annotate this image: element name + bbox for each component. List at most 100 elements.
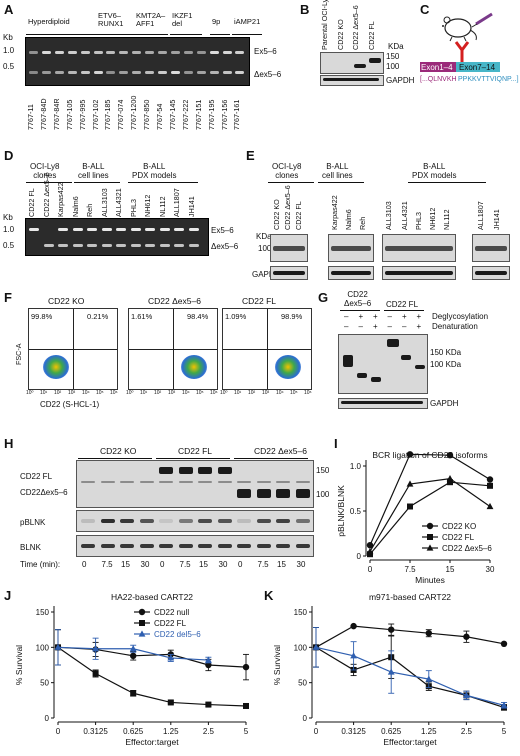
panel-g-sign: + bbox=[373, 322, 378, 331]
panel-a-band-lower bbox=[93, 71, 103, 74]
panel-d-lane-2: Karpas422 bbox=[56, 182, 65, 217]
panel-g-marker-150: 150 KDa bbox=[430, 348, 462, 357]
x-tick-label: 0 bbox=[368, 565, 373, 574]
data-point bbox=[406, 480, 414, 487]
panel-g-sign: + bbox=[358, 312, 364, 321]
panel-d-band-dex56: Δex5–6 bbox=[211, 242, 239, 251]
y-tick-label: 1.0 bbox=[350, 462, 362, 471]
panel-g-band bbox=[401, 355, 411, 360]
panel-a-group-line-5 bbox=[232, 34, 262, 35]
panel-d-band-lower bbox=[188, 244, 199, 247]
panel-f-density-cloud bbox=[275, 355, 301, 379]
legend-label: CD22 FL bbox=[154, 619, 187, 628]
panel-h-bg-band bbox=[81, 481, 95, 483]
data-point bbox=[486, 476, 494, 483]
chart-k: m971-based CART22 0 50 100 150 0 0.3125 0.625 1.… bbox=[272, 592, 508, 747]
series-2 bbox=[366, 475, 494, 555]
panel-e-lane-3: Karpas422 bbox=[330, 195, 339, 230]
panel-f-tick: 10² bbox=[154, 390, 162, 396]
panel-e-lane-9: NH612 bbox=[428, 207, 437, 230]
panel-a-band-upper bbox=[41, 51, 51, 54]
panel-a-lane-3: 7767-105 bbox=[64, 99, 74, 130]
panel-h-fl-band bbox=[159, 467, 173, 474]
legend-marker bbox=[139, 620, 145, 626]
data-point bbox=[388, 626, 395, 633]
panel-a-lane-15: 7767-156 bbox=[219, 99, 229, 130]
panel-h-blnk-band bbox=[295, 544, 310, 548]
data-point bbox=[425, 630, 432, 637]
panel-g-marker-100: 100 KDa bbox=[430, 360, 462, 369]
panel-f-plot-2: 1.09% 98.9% bbox=[222, 308, 312, 390]
legend-label: CD22 null bbox=[154, 608, 189, 617]
panel-d-band-lower bbox=[174, 244, 184, 247]
data-point bbox=[367, 551, 373, 558]
panel-h-blnk-band bbox=[237, 544, 251, 548]
chart-title: HA22-based CART22 bbox=[111, 592, 193, 602]
panel-d-group-2: B-ALL PDX models bbox=[132, 162, 177, 180]
series-2 bbox=[312, 627, 508, 709]
panel-d-group-0: OCI-Ly8 clones bbox=[30, 162, 60, 180]
data-point bbox=[366, 542, 374, 549]
panel-k-letter: K bbox=[264, 588, 274, 603]
panel-a-lane-7: 7767-074 bbox=[116, 99, 126, 130]
panel-h-row-blnk: BLNK bbox=[20, 543, 41, 552]
panel-a-band-lower bbox=[67, 71, 77, 74]
panel-a-lane-2: 7767-84R bbox=[51, 98, 61, 130]
panel-f-tick: 10¹ bbox=[234, 390, 242, 396]
panel-c-diagram bbox=[420, 12, 500, 72]
antibody-icon bbox=[454, 41, 470, 62]
data-point bbox=[167, 699, 174, 706]
panel-b-fl-band bbox=[369, 58, 381, 63]
panel-e-group-line-2 bbox=[408, 182, 486, 183]
panel-h-pblnk-band bbox=[139, 519, 154, 523]
panel-a-band-upper bbox=[158, 51, 167, 54]
series-line bbox=[57, 646, 247, 707]
panel-f-tick: 10⁶ bbox=[110, 390, 118, 396]
panel-f-tick: 10⁴ bbox=[182, 390, 190, 396]
panel-d-band-upper bbox=[116, 228, 126, 231]
panel-h-time-3: 30 bbox=[140, 560, 150, 569]
panel-f-left-pct-1: 1.61% bbox=[131, 312, 153, 321]
panel-d-band-lower bbox=[130, 244, 141, 247]
panel-e-gapdh-band bbox=[475, 271, 507, 275]
panel-f-density-cloud bbox=[43, 355, 69, 379]
panel-h-dex-band bbox=[237, 489, 251, 498]
panel-h-fl-band bbox=[198, 467, 212, 474]
legend-label: CD22 Δex5–6 bbox=[442, 544, 492, 553]
panel-f-tick: 10³ bbox=[68, 390, 76, 396]
legend-marker bbox=[138, 630, 146, 637]
panel-g-group-1-line bbox=[340, 310, 380, 311]
data-point bbox=[242, 663, 250, 671]
panel-d-lane-3: Nalm6 bbox=[70, 196, 80, 217]
panel-h-bg-band bbox=[198, 481, 212, 483]
panel-h-dex-band bbox=[276, 489, 290, 498]
series-line bbox=[369, 453, 491, 546]
panel-e-group-line-0 bbox=[268, 182, 314, 183]
panel-d-lane-5: ALL3103 bbox=[99, 188, 109, 217]
x-tick-label: 5 bbox=[244, 727, 249, 736]
panel-d-lane-1: CD22 Δex5–6 bbox=[41, 172, 51, 217]
panel-e-cd22-band bbox=[475, 246, 507, 251]
panel-h-blnk-band bbox=[120, 544, 134, 548]
data-point bbox=[130, 652, 137, 660]
panel-d-group-line-1 bbox=[74, 182, 120, 183]
panel-f-tick: 10⁶ bbox=[210, 390, 218, 396]
panel-h-marker-100: 100 bbox=[316, 490, 330, 499]
panel-g-band bbox=[357, 373, 367, 378]
panel-a-lane-5: 7767-102 bbox=[90, 99, 100, 130]
panel-b-gapdh-band bbox=[323, 78, 379, 81]
panel-e-group-0: OCI-Ly8 clones bbox=[272, 162, 302, 180]
panel-d-band-lower bbox=[87, 244, 97, 247]
panel-d-marker-1: 1.0 bbox=[3, 225, 15, 234]
panel-g-sign: – bbox=[387, 312, 392, 321]
panel-h-group-line-2 bbox=[234, 458, 308, 459]
panel-h-time-7: 30 bbox=[218, 560, 228, 569]
panel-f-plot-0: 99.8% 0.21% bbox=[28, 308, 118, 390]
panel-b-kda-label: KDa bbox=[388, 42, 404, 51]
panel-f-tick: 10⁴ bbox=[276, 390, 284, 396]
panel-h-blnk-band bbox=[139, 544, 154, 548]
panel-d-marker-2: 0.5 bbox=[3, 241, 15, 250]
panel-a-marker-1: 1.0 bbox=[3, 46, 15, 55]
panel-b-blot bbox=[320, 52, 384, 74]
data-point bbox=[447, 479, 453, 486]
